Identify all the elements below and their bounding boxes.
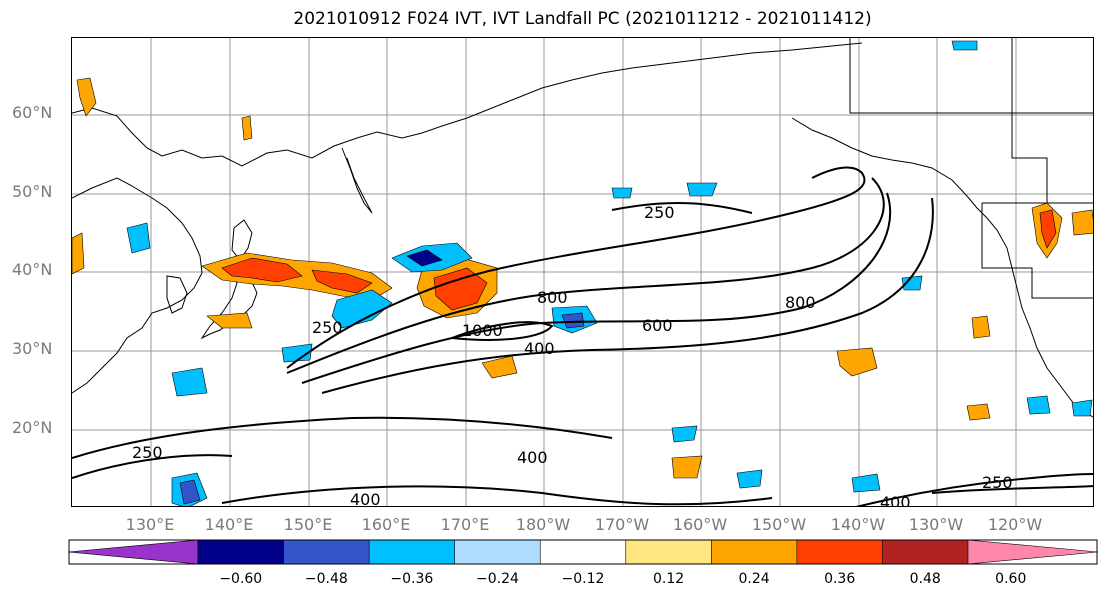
contour-label: 400	[517, 448, 548, 467]
lon-label-140w: 140°W	[830, 515, 886, 534]
contour-label: 400	[350, 490, 381, 507]
colorbar-tick-label: 0.60	[995, 571, 1027, 587]
colorbar-tick-label: −0.12	[561, 571, 605, 587]
lon-label-160e: 160°E	[361, 515, 411, 534]
lat-label-20n: 20°N	[12, 418, 53, 437]
lon-label-130w: 130°W	[908, 515, 964, 534]
colorbar-segment	[711, 539, 798, 565]
anomaly-shading	[72, 40, 1093, 506]
colorbar-segment	[967, 539, 1098, 565]
colorbar-segment	[539, 539, 627, 565]
lat-label-60n: 60°N	[12, 103, 53, 122]
map-canvas: 250 800 800 1000 600 400 250 250 400 400…	[72, 38, 1093, 507]
contour-label: 800	[537, 288, 568, 307]
lon-label-170w: 170°W	[594, 515, 650, 534]
contour-label: 800	[785, 293, 816, 312]
contour-label: 250	[312, 318, 343, 337]
colorbar-segment	[368, 539, 456, 565]
lat-label-40n: 40°N	[12, 260, 53, 279]
lon-label-180w: 180°W	[515, 515, 571, 534]
contour-label: 250	[982, 473, 1013, 492]
colorbar-tick-label: −0.48	[304, 571, 348, 587]
ivt-contours	[72, 166, 1093, 506]
contour-label: 250	[644, 203, 675, 222]
colorbar-tick-label: 0.12	[652, 571, 685, 587]
colorbar	[68, 539, 1098, 565]
colorbar-tick-label: 0.36	[824, 571, 856, 587]
contour-label: 600	[642, 316, 673, 335]
colorbar-segment	[882, 539, 969, 565]
contour-label: 400	[880, 493, 911, 507]
colorbar-segment	[454, 539, 542, 565]
contour-label: 1000	[462, 321, 503, 340]
contour-label: 400	[524, 339, 555, 358]
colorbar-segment	[197, 539, 285, 565]
colorbar-segment	[625, 539, 713, 565]
contour-label: 250	[132, 443, 163, 462]
map-panel: 250 800 800 1000 600 400 250 250 400 400…	[71, 37, 1094, 507]
lon-label-130e: 130°E	[125, 515, 175, 534]
map-title: 2021010912 F024 IVT, IVT Landfall PC (20…	[293, 9, 872, 29]
lon-label-150w: 150°W	[751, 515, 807, 534]
gridlines	[72, 38, 1093, 506]
colorbar-tick-label: 0.48	[909, 571, 941, 587]
colorbar-segment	[796, 539, 884, 565]
lat-label-50n: 50°N	[12, 182, 53, 201]
lon-label-140e: 140°E	[204, 515, 254, 534]
colorbar-tick-label: 0.24	[738, 571, 770, 587]
colorbar-tick-label: −0.24	[475, 571, 519, 587]
lat-label-30n: 30°N	[12, 339, 53, 358]
colorbar-tick-label: −0.36	[390, 571, 434, 587]
colorbar-tick-label: −0.60	[219, 571, 263, 587]
lon-label-120w: 120°W	[987, 515, 1043, 534]
lon-label-150e: 150°E	[283, 515, 333, 534]
colorbar-segment	[283, 539, 370, 565]
contour-labels: 250 800 800 1000 600 400 250 250 400 400…	[132, 203, 1013, 507]
lon-label-160w: 160°W	[672, 515, 728, 534]
colorbar-segment	[68, 539, 199, 565]
coastlines	[72, 38, 1093, 418]
lon-label-170e: 170°E	[440, 515, 490, 534]
